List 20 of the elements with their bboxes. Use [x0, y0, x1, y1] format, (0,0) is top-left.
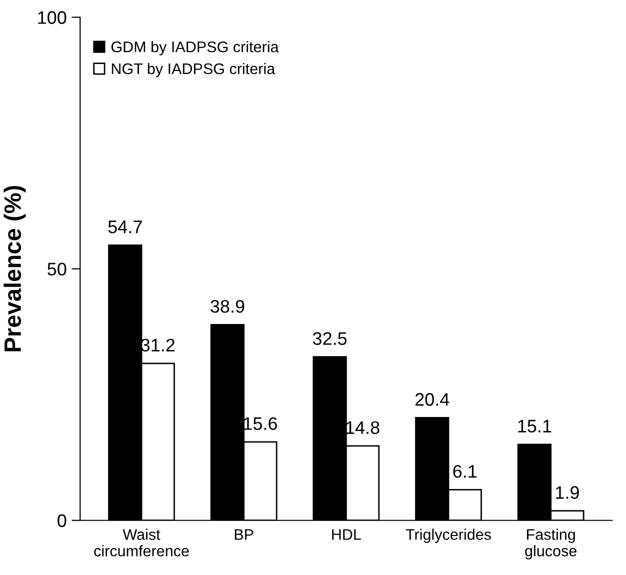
x-tick-label: Triglycerides	[406, 528, 491, 543]
y-axis-title: Prevalence (%)	[4, 186, 26, 352]
y-tick-label: 50	[48, 262, 66, 276]
data-label: 15.1	[518, 420, 552, 432]
data-label: 1.9	[556, 486, 579, 499]
data-label: 38.9	[210, 300, 244, 313]
data-label: 6.1	[453, 464, 477, 478]
y-tick-label: 100	[38, 11, 66, 24]
x-tick-label: Waist circumference	[94, 528, 189, 556]
x-tick-label: HDL	[332, 529, 361, 540]
x-tick-label: Fasting glucose	[525, 528, 576, 560]
data-label: 31.2	[141, 338, 175, 352]
legend-label: NGT by IADPSG criteria	[112, 62, 276, 78]
data-label: 15.6	[244, 417, 277, 430]
legend-label: GDM by IADPSG criteria	[111, 41, 279, 56]
data-label: 32.5	[312, 332, 347, 345]
data-label: 20.4	[415, 393, 450, 406]
data-label: 54.7	[108, 220, 142, 234]
x-tick-label: BP	[234, 529, 254, 540]
y-tick-label: 0	[58, 514, 66, 528]
